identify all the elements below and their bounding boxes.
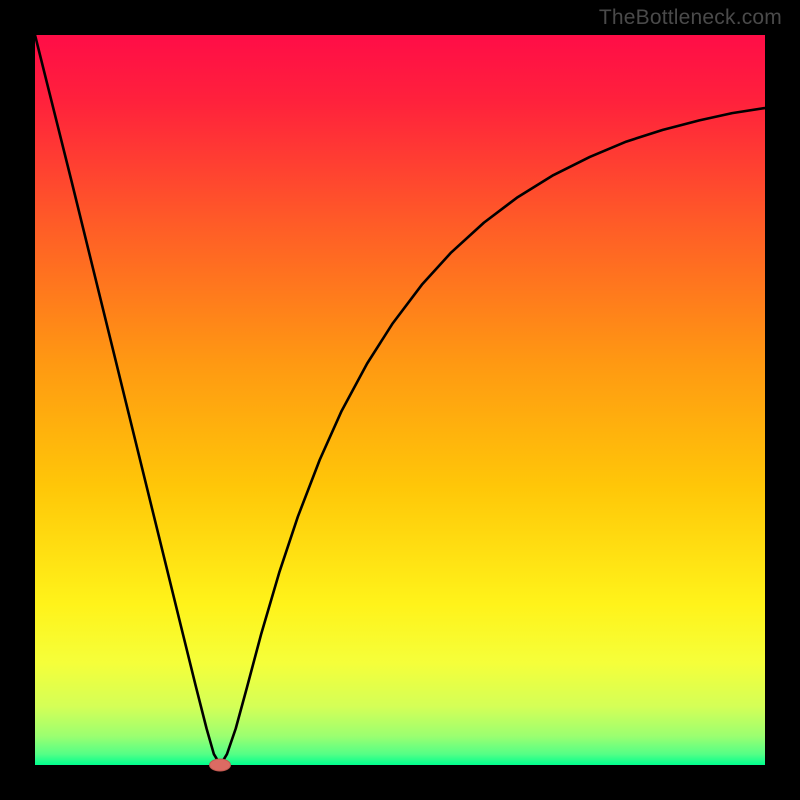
bottleneck-curve bbox=[35, 35, 765, 765]
plot-area bbox=[35, 35, 765, 765]
watermark-text: TheBottleneck.com bbox=[599, 6, 782, 30]
chart-container: TheBottleneck.com bbox=[0, 0, 800, 800]
minimum-marker bbox=[209, 759, 231, 772]
curve-layer bbox=[35, 35, 765, 765]
